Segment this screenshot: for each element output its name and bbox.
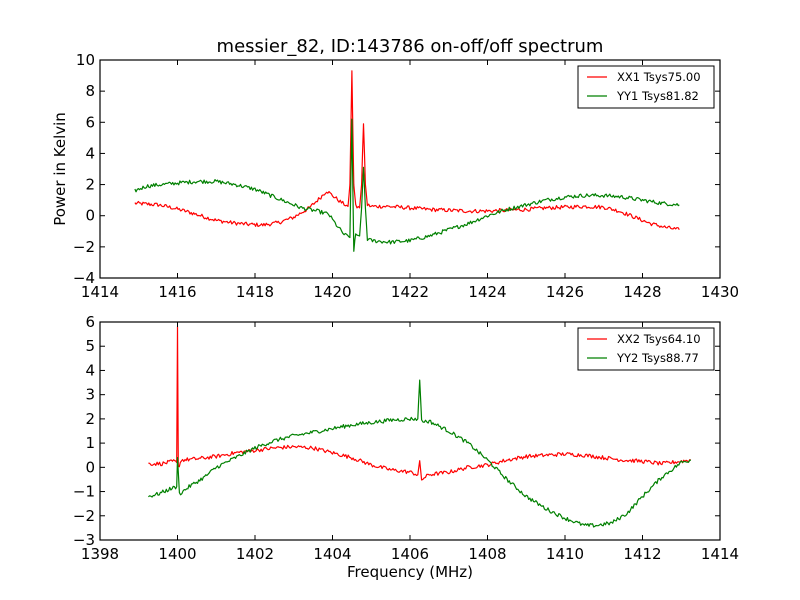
x-tick-label: 1416 bbox=[158, 283, 196, 301]
x-tick-label: 1398 bbox=[81, 545, 119, 563]
y-tick-label: 0 bbox=[85, 207, 95, 225]
x-tick-label: 1428 bbox=[623, 283, 661, 301]
legend-box bbox=[577, 65, 715, 109]
x-tick-label: 1406 bbox=[391, 545, 429, 563]
ticks-layer: 1414 1416 1418 1420 1422 1424 1426 1428 1430 −4 −2… bbox=[73, 51, 739, 301]
y-axis-label: Power in Kelvin bbox=[51, 112, 69, 226]
legend-label-yy2: YY2 Tsys88.77 bbox=[616, 351, 699, 365]
y-tick-label: 2 bbox=[85, 410, 95, 428]
x-tick-label: 1412 bbox=[623, 545, 661, 563]
y-tick-label: 4 bbox=[85, 144, 95, 162]
y-tick-label: 4 bbox=[85, 361, 95, 379]
x-tick-label: 1424 bbox=[468, 283, 506, 301]
y-tick-label: −4 bbox=[73, 269, 95, 287]
y-tick-label: 5 bbox=[85, 337, 95, 355]
x-tick-label: 1404 bbox=[313, 545, 351, 563]
bottom-panel: Frequency (MHz) 1398 1400 1402 1404 1406 1408… bbox=[73, 313, 739, 581]
y-tick-label: 6 bbox=[85, 113, 95, 131]
x-tick-label: 1410 bbox=[546, 545, 584, 563]
series-line-yy2 bbox=[148, 379, 691, 528]
y-tick-label: 6 bbox=[85, 313, 95, 331]
x-tick-label: 1414 bbox=[81, 283, 119, 301]
y-tick-label: −2 bbox=[73, 238, 95, 256]
legend: XX1 Tsys75.00 YY1 Tsys81.82 bbox=[577, 65, 715, 109]
chart-title: messier_82, ID:143786 on-off/off spectru… bbox=[217, 36, 604, 57]
x-tick-label: 1418 bbox=[236, 283, 274, 301]
legend: XX2 Tsys64.10 YY2 Tsys88.77 bbox=[577, 327, 715, 371]
y-tick-label: 3 bbox=[85, 386, 95, 404]
x-tick-label: 1422 bbox=[391, 283, 429, 301]
top-panel: messier_82, ID:143786 on-off/off spectru… bbox=[51, 36, 739, 301]
series-line-xx2 bbox=[148, 326, 692, 481]
x-tick-label: 1400 bbox=[158, 545, 196, 563]
x-tick-label: 1402 bbox=[236, 545, 274, 563]
series-line-xx1 bbox=[134, 70, 680, 231]
x-axis-label: Frequency (MHz) bbox=[347, 563, 473, 581]
x-tick-label: 1430 bbox=[701, 283, 739, 301]
series-line-yy1 bbox=[134, 118, 680, 252]
ticks-layer: 1398 1400 1402 1404 1406 1408 1410 1412 1414−3−2… bbox=[73, 313, 739, 563]
y-tick-label: −1 bbox=[73, 483, 95, 501]
y-tick-label: 1 bbox=[85, 434, 95, 452]
legend-label-yy1: YY1 Tsys81.82 bbox=[616, 89, 699, 103]
x-tick-label: 1420 bbox=[313, 283, 351, 301]
y-tick-label: 8 bbox=[85, 82, 95, 100]
y-tick-label: 10 bbox=[76, 51, 95, 69]
legend-box bbox=[577, 327, 715, 371]
y-tick-label: −3 bbox=[73, 531, 95, 549]
y-tick-label: 2 bbox=[85, 176, 95, 194]
x-tick-label: 1408 bbox=[468, 545, 506, 563]
y-tick-label: 0 bbox=[85, 458, 95, 476]
series-layer bbox=[134, 70, 680, 252]
x-tick-label: 1414 bbox=[701, 545, 739, 563]
legend-label-xx1: XX1 Tsys75.00 bbox=[617, 70, 701, 84]
legend-label-xx2: XX2 Tsys64.10 bbox=[617, 332, 701, 346]
x-tick-label: 1426 bbox=[546, 283, 584, 301]
y-tick-label: −2 bbox=[73, 507, 95, 525]
series-layer bbox=[148, 326, 692, 528]
